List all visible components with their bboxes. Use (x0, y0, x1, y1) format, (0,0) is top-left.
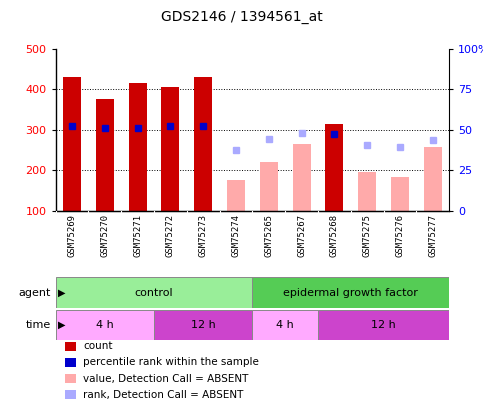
Bar (161, 87, 179, 211)
Text: GSM75276: GSM75276 (396, 214, 404, 257)
Text: GSM75267: GSM75267 (297, 214, 306, 257)
Bar (252, 277, 449, 308)
Bar (56, 277, 252, 308)
Text: value, Detection Call = ABSENT: value, Detection Call = ABSENT (83, 374, 248, 384)
Bar (128, 83, 146, 211)
Text: 12 h: 12 h (191, 320, 215, 330)
Text: agent: agent (18, 288, 51, 298)
Bar (424, 147, 442, 211)
Text: GSM75272: GSM75272 (166, 214, 175, 257)
Text: control: control (135, 288, 173, 298)
Text: GSM75274: GSM75274 (231, 214, 241, 257)
Text: rank, Detection Call = ABSENT: rank, Detection Call = ABSENT (83, 390, 243, 400)
Text: ▶: ▶ (58, 288, 66, 298)
Text: epidermal growth factor: epidermal growth factor (284, 288, 418, 298)
Bar (318, 310, 449, 340)
Text: GSM75269: GSM75269 (68, 214, 76, 257)
Bar (326, 124, 343, 211)
Bar (56, 310, 154, 340)
Text: GSM75273: GSM75273 (199, 214, 208, 257)
Text: ▶: ▶ (58, 320, 66, 330)
Bar (391, 177, 409, 211)
Bar (358, 172, 376, 211)
Text: 4 h: 4 h (276, 320, 294, 330)
Bar (63, 77, 81, 211)
Text: 12 h: 12 h (371, 320, 396, 330)
Text: GSM75268: GSM75268 (330, 214, 339, 257)
Bar (260, 162, 278, 211)
Text: percentile rank within the sample: percentile rank within the sample (83, 358, 259, 367)
Bar (252, 310, 318, 340)
Bar (154, 310, 252, 340)
Bar (194, 77, 212, 211)
Text: GSM75270: GSM75270 (100, 214, 109, 257)
Bar (227, 180, 245, 211)
Text: GSM75277: GSM75277 (428, 214, 437, 257)
Bar (293, 144, 311, 211)
Bar (96, 99, 114, 211)
Text: GSM75265: GSM75265 (264, 214, 273, 257)
Text: 4 h: 4 h (96, 320, 114, 330)
Text: GSM75271: GSM75271 (133, 214, 142, 257)
Text: time: time (26, 320, 51, 330)
Text: GDS2146 / 1394561_at: GDS2146 / 1394561_at (161, 10, 322, 24)
Text: GSM75275: GSM75275 (363, 214, 372, 257)
Text: count: count (83, 341, 113, 351)
